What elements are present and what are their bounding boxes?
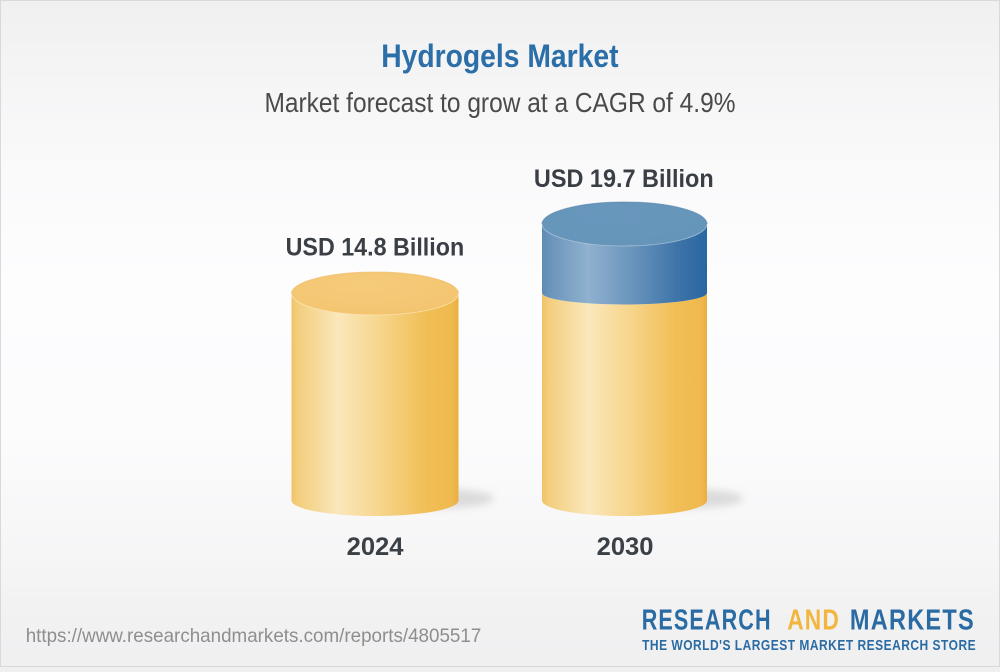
svg-text:MARKETS: MARKETS (850, 605, 975, 637)
svg-text:https://www.researchandmarkets: https://www.researchandmarkets.com/repor… (26, 625, 482, 647)
svg-text:USD 14.8 Billion: USD 14.8 Billion (286, 234, 465, 262)
svg-text:Hydrogels Market: Hydrogels Market (381, 38, 619, 74)
svg-text:USD 19.7 Billion: USD 19.7 Billion (534, 165, 714, 193)
svg-text:RESEARCH: RESEARCH (642, 605, 772, 637)
svg-text:Market forecast to grow at a C: Market forecast to grow at a CAGR of 4.9… (265, 87, 736, 118)
svg-text:THE WORLD'S LARGEST MARKET RES: THE WORLD'S LARGEST MARKET RESEARCH STOR… (642, 638, 976, 654)
svg-text:2024: 2024 (347, 533, 404, 561)
svg-text:AND: AND (787, 605, 840, 637)
svg-text:2030: 2030 (597, 533, 654, 561)
